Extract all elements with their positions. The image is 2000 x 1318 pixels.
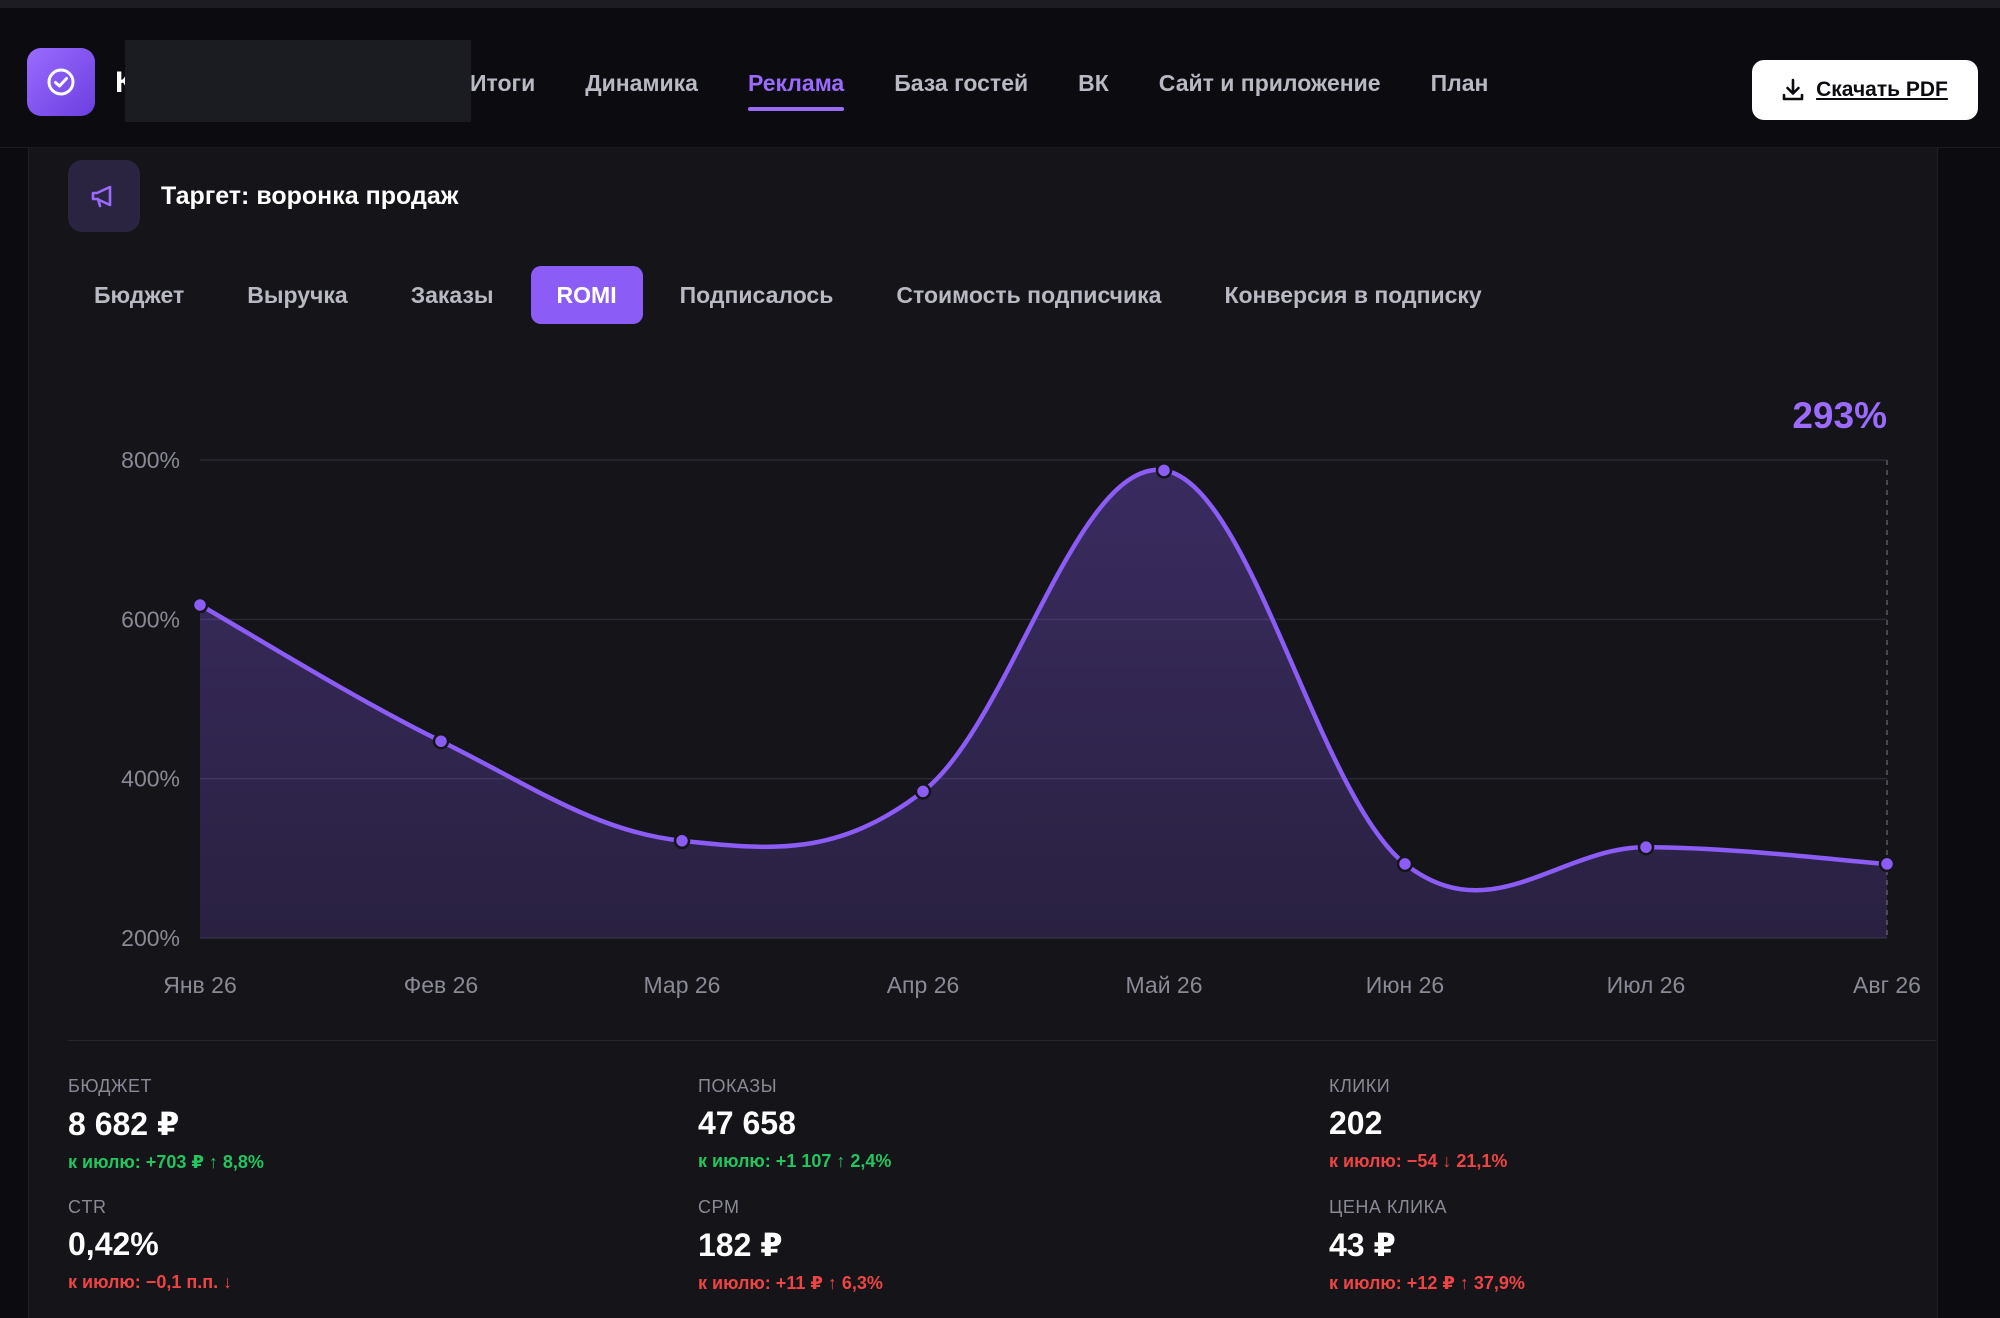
- x-tick-label: Июн 26: [1366, 972, 1444, 998]
- stat-cpm-delta: к июлю: +11 ₽ ↑ 6,3%: [698, 1273, 883, 1293]
- tab-revenue[interactable]: Выручка: [247, 282, 348, 308]
- metric-tabs: Бюджет Выручка Заказы ROMI Подписалось С…: [68, 266, 1519, 324]
- check-circle-icon: [47, 68, 75, 96]
- nav-item-sait-i-prilozhenie[interactable]: Сайт и приложение: [1158, 69, 1381, 96]
- stat-clicks: КЛИКИ 202 к июлю: −54 ↓ 21,1%: [1329, 1076, 1929, 1172]
- data-point: [1155, 462, 1173, 479]
- stat-cost-per-click-label: ЦЕНА КЛИКА: [1329, 1197, 1448, 1217]
- stat-clicks-label: КЛИКИ: [1329, 1076, 1391, 1096]
- stats-divider: [68, 1040, 1936, 1041]
- nav-item-dinamika[interactable]: Динамика: [585, 69, 698, 96]
- highlight-value-label: 293%: [1792, 395, 1887, 436]
- data-point: [1396, 855, 1414, 873]
- stat-ctr-delta: к июлю: −0,1 п.п. ↓: [68, 1272, 233, 1292]
- stat-clicks-delta: к июлю: −54 ↓ 21,1%: [1329, 1151, 1508, 1171]
- data-point: [432, 732, 450, 750]
- tab-subscriber-cost[interactable]: Стоимость подписчика: [896, 282, 1162, 308]
- data-point: [1878, 855, 1896, 873]
- tab-subscription-conversion[interactable]: Конверсия в подписку: [1224, 282, 1482, 308]
- x-tick-label: Июл 26: [1607, 972, 1686, 998]
- browser-top-strip: [0, 0, 2000, 8]
- y-tick-label: 400%: [121, 766, 180, 792]
- stat-ctr-label: CTR: [68, 1197, 107, 1217]
- nav-item-baza-gostei[interactable]: База гостей: [894, 69, 1029, 96]
- x-tick-label: Авг 26: [1853, 972, 1921, 998]
- x-tick-label: Мар 26: [644, 972, 721, 998]
- stat-ctr-value: 0,42%: [68, 1226, 159, 1262]
- data-point: [914, 783, 932, 800]
- redacted-area: [125, 40, 471, 122]
- nav-item-reklama[interactable]: Реклама: [747, 60, 845, 111]
- x-tick-label: Фев 26: [404, 972, 478, 998]
- stat-impressions-label: ПОКАЗЫ: [698, 1076, 778, 1096]
- download-pdf-label: Скачать PDF: [1816, 78, 1948, 101]
- y-tick-label: 200%: [121, 925, 180, 951]
- download-icon: [1782, 78, 1804, 101]
- stat-cost-per-click: ЦЕНА КЛИКА 43 ₽ к июлю: +12 ₽ ↑ 37,9%: [1329, 1197, 1929, 1294]
- nav-item-plan[interactable]: План: [1430, 69, 1489, 96]
- x-tick-label: Апр 26: [887, 972, 960, 998]
- section-title: Таргет: воронка продаж: [161, 182, 459, 210]
- romi-chart-svg: 200% 400% 600% 800% Янв 26 Фев 26 Мар 26 Апр 26…: [121, 395, 1921, 998]
- stat-budget-label: БЮДЖЕТ: [68, 1076, 153, 1096]
- data-point: [673, 832, 691, 850]
- logo-badge[interactable]: [27, 48, 95, 116]
- romi-line: [197, 468, 1890, 893]
- stat-cpm-label: CPM: [698, 1197, 740, 1217]
- y-tick-label: 800%: [121, 447, 180, 473]
- x-tick-label: Янв 26: [163, 972, 237, 998]
- stat-budget-value: 8 682 ₽: [68, 1106, 180, 1142]
- stat-cost-per-click-value: 43 ₽: [1329, 1227, 1396, 1263]
- stat-impressions: ПОКАЗЫ 47 658 к июлю: +1 107 ↑ 2,4%: [698, 1076, 1298, 1172]
- stat-budget: БЮДЖЕТ 8 682 ₽ к июлю: +703 ₽ ↑ 8,8%: [68, 1076, 668, 1173]
- x-tick-label: Май 26: [1125, 972, 1202, 998]
- tab-romi[interactable]: ROMI: [530, 266, 643, 324]
- tab-orders[interactable]: Заказы: [410, 282, 494, 308]
- data-point: [1637, 838, 1655, 856]
- stat-impressions-value: 47 658: [698, 1105, 796, 1141]
- stat-cpm-value: 182 ₽: [698, 1227, 783, 1263]
- stat-ctr: CTR 0,42% к июлю: −0,1 п.п. ↓: [68, 1197, 668, 1293]
- download-pdf-button[interactable]: Скачать PDF: [1752, 60, 1978, 120]
- tab-budget[interactable]: Бюджет: [94, 282, 185, 308]
- section-icon-badge: [68, 160, 140, 232]
- stat-clicks-value: 202: [1329, 1105, 1383, 1141]
- nav-item-vk[interactable]: ВК: [1078, 69, 1109, 96]
- data-point: [191, 596, 209, 614]
- tab-subscribed[interactable]: Подписалось: [679, 282, 834, 308]
- nav-item-itogi[interactable]: Итоги: [470, 69, 536, 96]
- stat-impressions-delta: к июлю: +1 107 ↑ 2,4%: [698, 1151, 892, 1171]
- romi-area: [200, 469, 1887, 938]
- stat-cpm: CPM 182 ₽ к июлю: +11 ₽ ↑ 6,3%: [698, 1197, 1298, 1294]
- megaphone-icon: [91, 185, 112, 208]
- stat-budget-delta: к июлю: +703 ₽ ↑ 8,8%: [68, 1152, 264, 1172]
- stat-cost-per-click-delta: к июлю: +12 ₽ ↑ 37,9%: [1329, 1273, 1525, 1293]
- main-nav: Итоги Динамика Реклама База гостей ВК Са…: [470, 48, 1538, 118]
- y-tick-label: 600%: [121, 606, 180, 632]
- app-header: К Итоги Динамика Реклама База гостей ВК …: [0, 8, 2000, 148]
